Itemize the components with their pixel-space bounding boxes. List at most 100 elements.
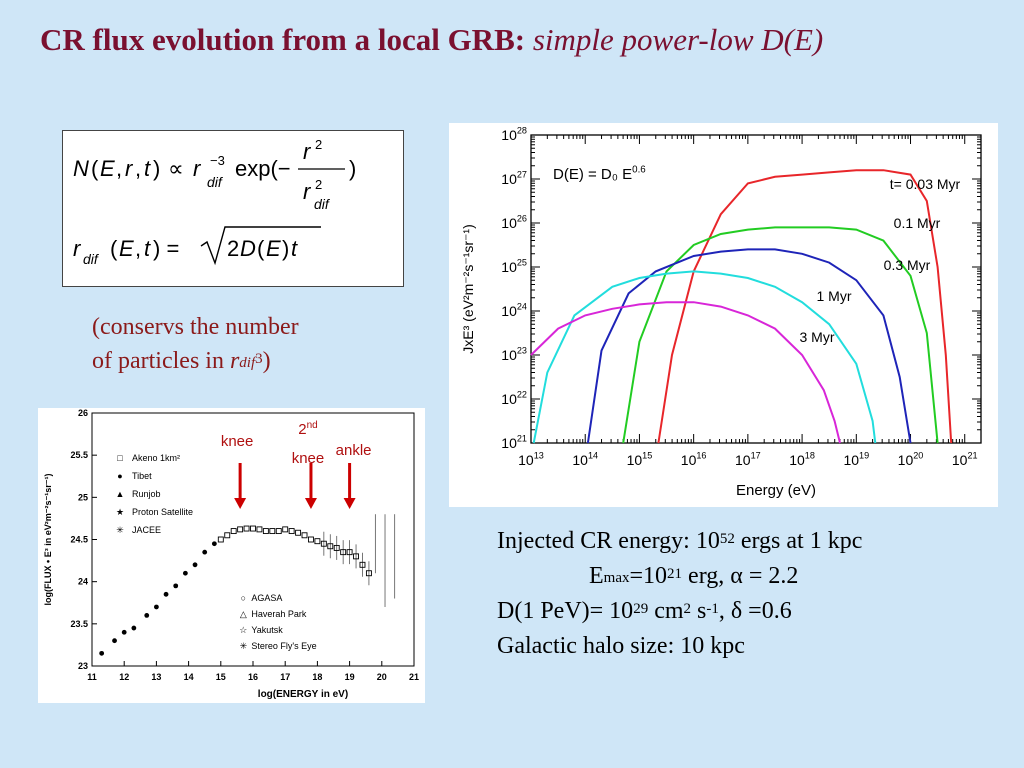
x-tick-label: 14 <box>184 672 194 682</box>
info-l3-sup2: 2 <box>683 601 692 617</box>
legend-symbol: ✳ <box>116 525 124 535</box>
formula-rdif-sub: dif <box>83 251 100 267</box>
info-l3-c: s <box>691 598 707 624</box>
formula-num-sup: 2 <box>315 137 322 152</box>
data-point <box>144 613 150 618</box>
formula-svg: N ( E , r , t ) ∝ r −3 dif exp(− r 2 r 2… <box>73 137 356 267</box>
data-point <box>243 525 250 532</box>
x-tick-label: 1016 <box>681 451 707 468</box>
data-point <box>182 570 188 576</box>
data-point <box>353 553 359 560</box>
data-point <box>112 638 117 644</box>
x-tick-label: 1015 <box>627 451 653 468</box>
y-tick-label: 23.5 <box>70 619 88 629</box>
plot-frame <box>530 134 982 444</box>
info-l2-sub: max <box>603 570 630 586</box>
info-l2-b: =10 <box>629 563 668 589</box>
x-tick-label: 15 <box>216 672 226 682</box>
series-label: 3 Myr <box>800 329 835 345</box>
x-tick-label: 1017 <box>735 451 761 468</box>
info-l3-sup3: -1 <box>706 601 719 617</box>
info-l3-a: D(1 PeV)= 10 <box>497 598 634 624</box>
y-tick-label: 1023 <box>501 346 527 363</box>
data-point <box>202 549 208 555</box>
y-axis-label: log(FLUX • E³ in eV²m⁻²s⁻¹sr⁻¹) <box>43 474 53 606</box>
data-point <box>269 528 276 535</box>
y-tick-label: 23 <box>78 661 88 671</box>
data-point <box>301 532 308 539</box>
formula-line-2: r <box>73 236 82 261</box>
data-point <box>230 528 237 535</box>
annotation-arrowhead <box>234 498 247 509</box>
info-l2-sup: 21 <box>667 566 683 582</box>
note-sup: 3 <box>255 351 263 367</box>
y-tick-label: 24 <box>78 577 88 587</box>
annotation-arrowhead <box>304 498 317 509</box>
info-l2-a: E <box>589 563 604 589</box>
legend-symbol: ● <box>117 471 122 481</box>
y-tick-label: 1027 <box>501 170 527 187</box>
x-tick-label: 1018 <box>789 451 815 468</box>
formula-r: r <box>125 156 134 181</box>
formula-l2-close: ) = <box>153 236 179 261</box>
data-point <box>282 526 289 533</box>
x-tick-label: 1019 <box>843 451 869 468</box>
data-point <box>217 536 224 543</box>
data-point <box>275 528 282 535</box>
y-tick-label: 1021 <box>501 434 527 451</box>
formula-l2-args: ( <box>110 236 118 261</box>
formula-l2-c: , <box>135 236 141 261</box>
legend-symbol: ✳ <box>240 641 248 651</box>
legend-label: Tibet <box>132 471 152 481</box>
x-tick-label: 19 <box>345 672 355 682</box>
data-point <box>99 650 105 656</box>
x-tick-label: 13 <box>151 672 161 682</box>
note-line-2: of particles in rdif3) <box>92 344 299 378</box>
info-l1-a: Injected CR energy: 10 <box>497 528 720 554</box>
annotation-arrowhead <box>343 498 356 509</box>
formula-l2-p: ( <box>257 236 265 261</box>
x-tick-label: 20 <box>377 672 387 682</box>
data-point <box>237 526 244 533</box>
legend-label: JACEE <box>132 525 161 535</box>
parameters-block: Injected CR energy: 1052 ergs at 1 kpc E… <box>497 524 862 664</box>
title-bold: CR flux evolution from a local GRB: <box>40 22 526 57</box>
x-tick-label: 12 <box>119 672 129 682</box>
x-tick-label: 18 <box>312 672 322 682</box>
flux-time-chart: 1013 1014 1015 1016 1017 1018 1019 1020 1021 1021… <box>449 123 998 507</box>
y-tick-label: 26 <box>78 408 88 418</box>
data-point <box>224 532 231 539</box>
note-r: r <box>229 348 240 374</box>
formula-l2-t: t <box>144 236 151 261</box>
info-line-2: Emax=1021 erg, α = 2.2 <box>497 559 862 594</box>
info-l3-sup1: 29 <box>633 601 649 617</box>
note-close: ) <box>262 348 271 374</box>
y-tick-label: 1026 <box>501 214 527 231</box>
x-axis-label: log(ENERGY in eV) <box>258 689 348 700</box>
data-point <box>163 591 169 597</box>
info-l3-d: , δ =0.6 <box>718 598 792 624</box>
flux-time-svg: 1013 1014 1015 1016 1017 1018 1019 1020 1021 1021… <box>460 126 982 499</box>
legend-label: Akeno 1km² <box>132 453 180 463</box>
formula-line-1: N <box>73 156 89 181</box>
data-point <box>288 528 295 535</box>
data-point <box>359 561 366 568</box>
annotation-label: 2nd <box>298 420 317 438</box>
legend-symbol: ☆ <box>239 625 247 635</box>
x-tick-label: 1014 <box>572 451 598 468</box>
formula-comma1: , <box>116 156 122 181</box>
data-point <box>192 562 198 568</box>
info-line-3: D(1 PeV)= 1029 cm2 s-1, δ =0.6 <box>497 594 862 629</box>
formula-exp-fn: exp(− <box>235 156 291 181</box>
data-point <box>131 625 137 631</box>
cr-spectrum-chart: 11 12 13 14 15 16 17 18 19 20 21 23 23.5 24 24.5 25 25.5… <box>38 408 425 703</box>
series-line <box>530 301 841 444</box>
series-label: 0.3 Myr <box>884 257 931 273</box>
info-line-1: Injected CR energy: 1052 ergs at 1 kpc <box>497 524 862 559</box>
formula-args: E <box>100 156 115 181</box>
y-tick-label: 1028 <box>501 126 527 143</box>
legend-label: Proton Satellite <box>132 507 193 517</box>
note-line-1: (conservs the number <box>92 314 299 340</box>
formula-l2-D: D <box>240 236 256 261</box>
sqrt-sign <box>200 226 321 266</box>
